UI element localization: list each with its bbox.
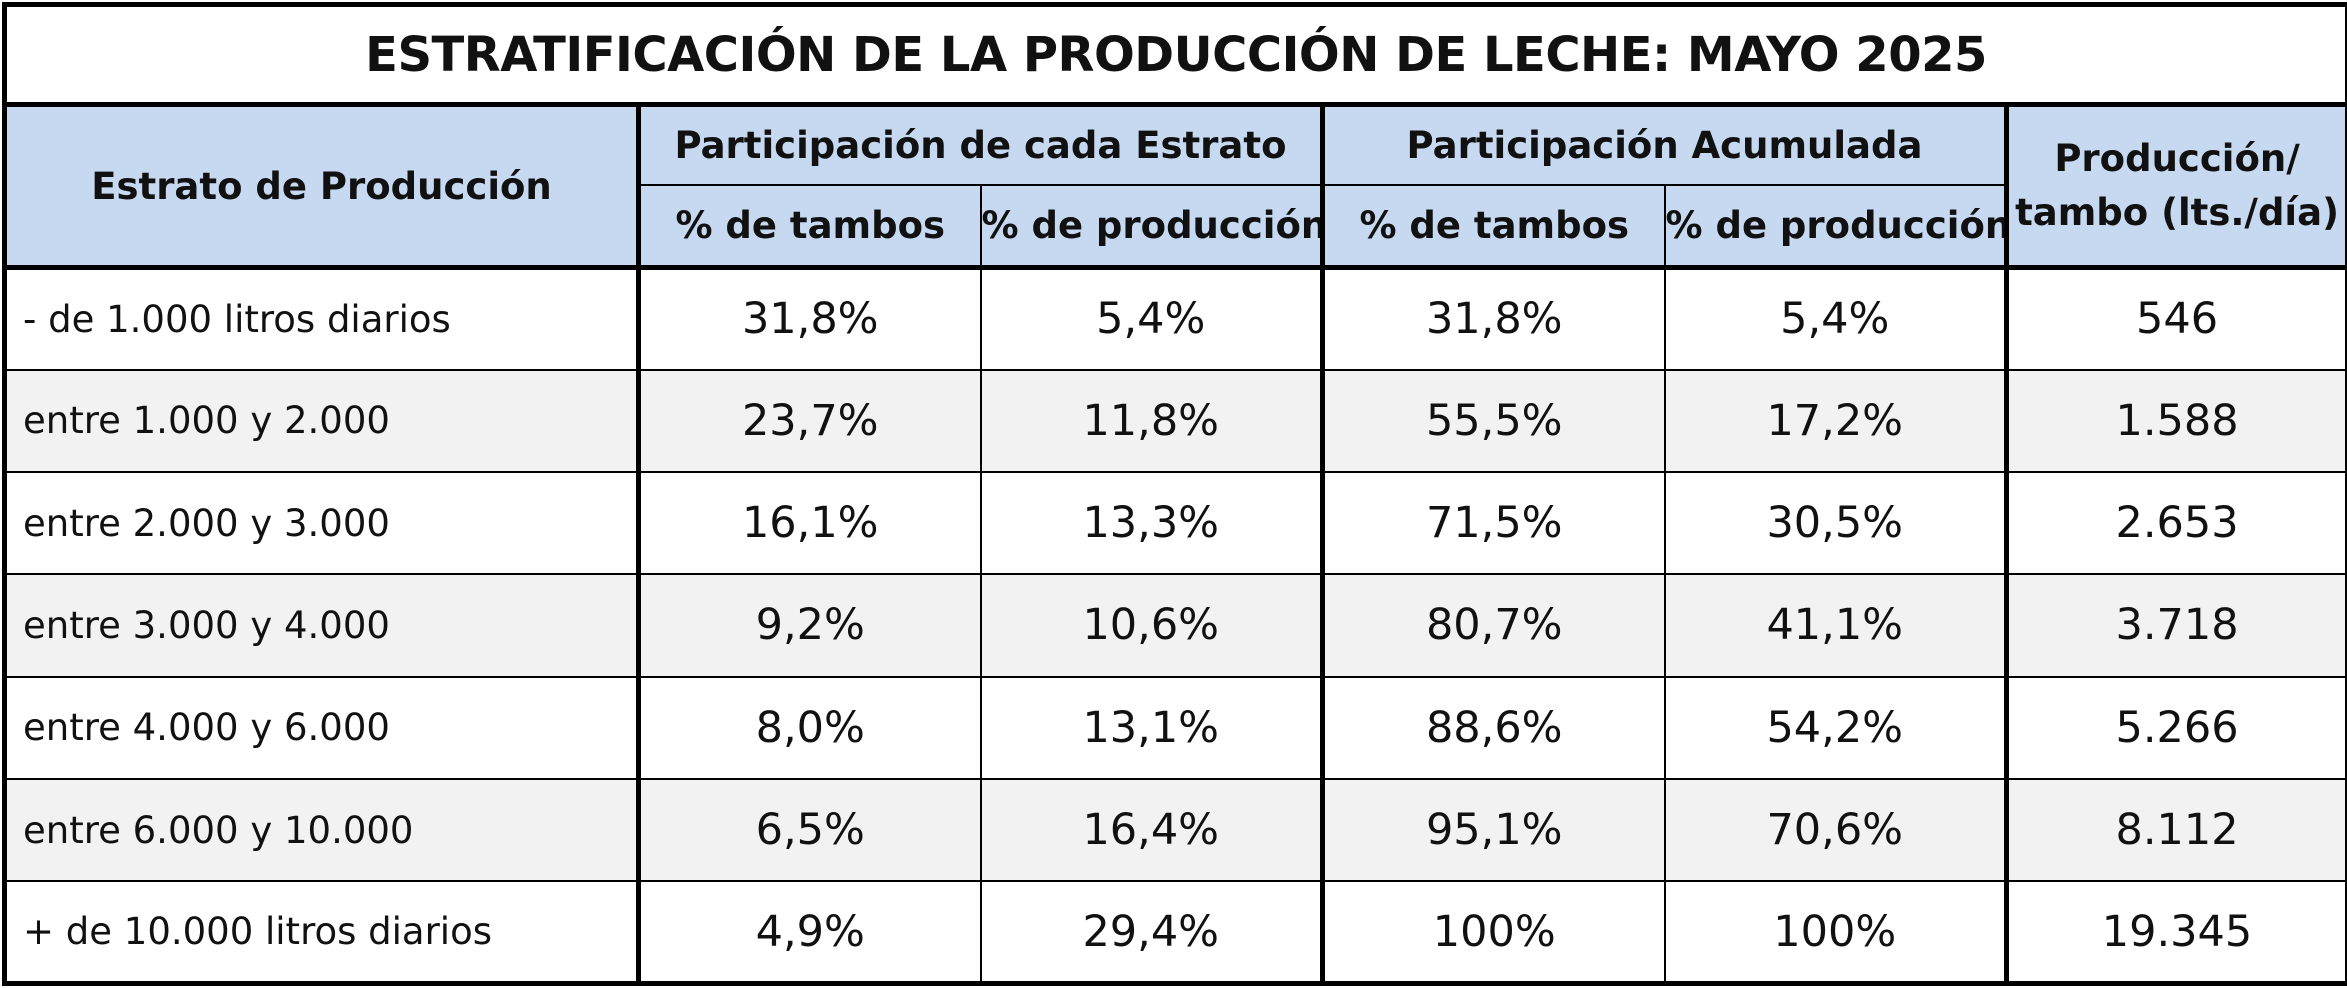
cell-production-per-farm: 3.718 <box>2003 573 2347 678</box>
table-row: entre 2.000 y 3.000 16,1% 13,3% 71,5% 30… <box>2 470 2347 576</box>
header-group-each-stratum: Participación de cada Estrato <box>636 102 1325 187</box>
cell-production-per-farm: 1.588 <box>2003 368 2347 473</box>
cell-production-per-farm: 5.266 <box>2003 675 2347 780</box>
cell-cumulative-farms-pct: 55,5% <box>1320 368 1666 473</box>
cell-production-pct: 11,8% <box>979 368 1325 473</box>
cell-production-per-farm: 19.345 <box>2003 880 2347 987</box>
header-sub-farms-cumulative: % de tambos <box>1320 184 1666 270</box>
cell-cumulative-production-pct: 54,2% <box>1663 675 2009 780</box>
table-row: + de 10.000 litros diarios 4,9% 29,4% 10… <box>2 880 2347 987</box>
cell-farms-pct: 8,0% <box>636 675 982 780</box>
cell-production-pct: 29,4% <box>979 880 1325 987</box>
table-title: ESTRATIFICACIÓN DE LA PRODUCCIÓN DE LECH… <box>1 1 2347 108</box>
cell-production-pct: 5,4% <box>979 264 1325 371</box>
row-label: + de 10.000 litros diarios <box>2 880 641 987</box>
cell-production-pct: 13,3% <box>979 470 1325 576</box>
cell-cumulative-farms-pct: 100% <box>1320 880 1666 987</box>
table-row: entre 1.000 y 2.000 23,7% 11,8% 55,5% 17… <box>2 368 2347 473</box>
cell-cumulative-farms-pct: 80,7% <box>1320 573 1666 678</box>
row-label: entre 2.000 y 3.000 <box>2 470 641 576</box>
cell-production-pct: 10,6% <box>979 573 1325 678</box>
table-row: entre 3.000 y 4.000 9,2% 10,6% 80,7% 41,… <box>2 573 2347 678</box>
cell-farms-pct: 6,5% <box>636 777 982 883</box>
cell-farms-pct: 23,7% <box>636 368 982 473</box>
cell-production-per-farm: 2.653 <box>2003 470 2347 576</box>
cell-production-per-farm: 546 <box>2003 264 2347 371</box>
cell-cumulative-production-pct: 5,4% <box>1663 264 2009 371</box>
header-strata: Estrato de Producción <box>2 102 641 270</box>
cell-cumulative-production-pct: 41,1% <box>1663 573 2009 678</box>
cell-production-pct: 16,4% <box>979 777 1325 883</box>
row-label: - de 1.000 litros diarios <box>2 264 641 371</box>
cell-cumulative-production-pct: 30,5% <box>1663 470 2009 576</box>
table-row: entre 6.000 y 10.000 6,5% 16,4% 95,1% 70… <box>2 777 2347 883</box>
cell-cumulative-production-pct: 70,6% <box>1663 777 2009 883</box>
cell-production-per-farm: 8.112 <box>2003 777 2347 883</box>
row-label: entre 6.000 y 10.000 <box>2 777 641 883</box>
cell-cumulative-farms-pct: 95,1% <box>1320 777 1666 883</box>
header-sub-production-each: % de producción <box>979 184 1325 270</box>
header-sub-farms-each: % de tambos <box>636 184 982 270</box>
cell-farms-pct: 4,9% <box>636 880 982 987</box>
cell-cumulative-farms-pct: 31,8% <box>1320 264 1666 371</box>
cell-farms-pct: 9,2% <box>636 573 982 678</box>
table-row: entre 4.000 y 6.000 8,0% 13,1% 88,6% 54,… <box>2 675 2347 780</box>
row-label: entre 4.000 y 6.000 <box>2 675 641 780</box>
cell-cumulative-production-pct: 17,2% <box>1663 368 2009 473</box>
table-row: - de 1.000 litros diarios 31,8% 5,4% 31,… <box>2 264 2347 371</box>
cell-production-pct: 13,1% <box>979 675 1325 780</box>
header-group-cumulative: Participación Acumulada <box>1320 102 2009 187</box>
row-label: entre 1.000 y 2.000 <box>2 368 641 473</box>
cell-cumulative-production-pct: 100% <box>1663 880 2009 987</box>
cell-farms-pct: 16,1% <box>636 470 982 576</box>
header-sub-production-cumulative: % de producción <box>1663 184 2009 270</box>
row-label: entre 3.000 y 4.000 <box>2 573 641 678</box>
cell-cumulative-farms-pct: 88,6% <box>1320 675 1666 780</box>
cell-cumulative-farms-pct: 71,5% <box>1320 470 1666 576</box>
header-production-per-farm: Producción/ tambo (lts./día) <box>2003 102 2347 270</box>
cell-farms-pct: 31,8% <box>636 264 982 371</box>
